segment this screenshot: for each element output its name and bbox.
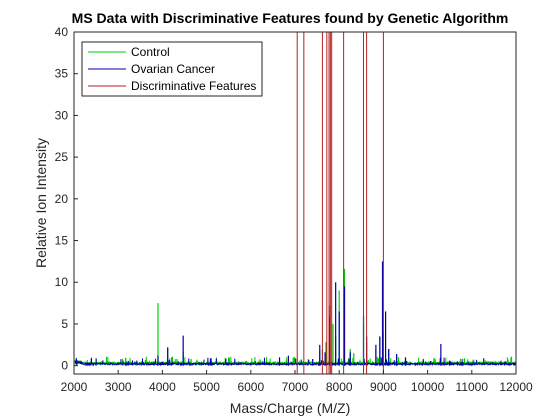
legend: Control Ovarian Cancer Discriminative Fe… [81, 41, 263, 97]
plot-marks [74, 32, 516, 374]
y-tick-label-2: 10 [55, 275, 69, 289]
x-tick-label-4: 6000 [237, 380, 264, 394]
x-tick-label-3: 5000 [193, 380, 220, 394]
y-tick-label-5: 25 [55, 150, 69, 164]
x-tick-label-0: 2000 [61, 380, 88, 394]
x-tick-label-9: 11000 [456, 380, 489, 394]
y-tick-label-6: 30 [55, 108, 69, 122]
y-tick-label-7: 35 [55, 67, 69, 81]
y-tick-label-8: 40 [55, 25, 69, 39]
y-tick-label-0: 0 [61, 359, 68, 373]
x-tick-label-1: 3000 [105, 380, 132, 394]
x-tick-label-5: 7000 [282, 380, 309, 394]
y-axis: 0 5 10 15 20 25 30 35 40 [55, 25, 78, 373]
legend-label-discriminative-features: Discriminative Features [131, 79, 256, 93]
y-axis-label: Relative Ion Intensity [33, 138, 49, 268]
legend-label-control: Control [131, 45, 170, 59]
x-tick-label-2: 4000 [149, 380, 176, 394]
legend-label-ovarian-cancer: Ovarian Cancer [131, 62, 215, 76]
y-tick-label-3: 15 [55, 234, 69, 248]
x-tick-label-8: 10000 [411, 380, 445, 394]
y-tick-label-4: 20 [55, 192, 69, 206]
chart-title: MS Data with Discriminative Features fou… [72, 10, 509, 26]
x-tick-label-6: 8000 [326, 380, 353, 394]
y-tick-label-1: 5 [61, 317, 68, 331]
x-tick-label-10: 12000 [499, 380, 533, 394]
x-tick-label-7: 9000 [370, 380, 397, 394]
x-axis: 2000 3000 4000 5000 6000 7000 8000 9000 10000 110… [61, 370, 533, 394]
x-axis-label: Mass/Charge (M/Z) [230, 400, 351, 416]
